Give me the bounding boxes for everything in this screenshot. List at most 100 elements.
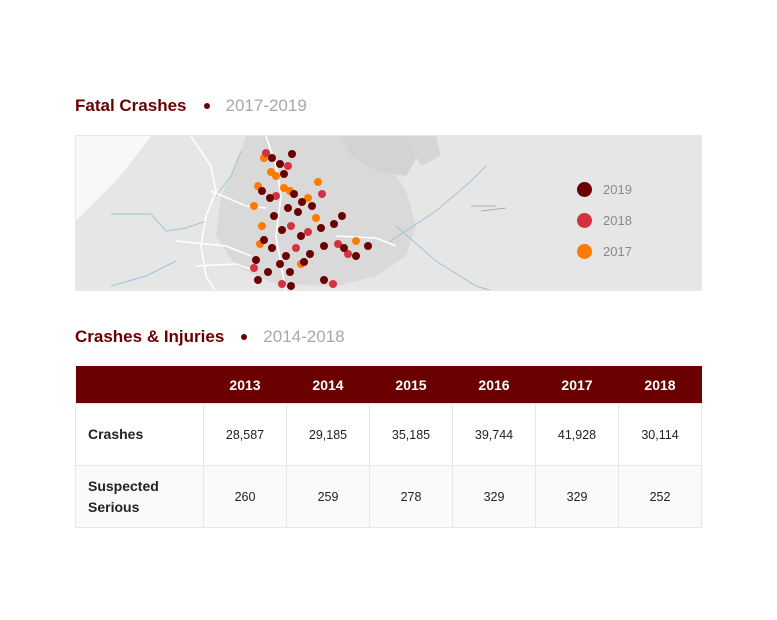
- crash-dot-2019: [264, 268, 272, 276]
- crash-dot-2018: [318, 190, 326, 198]
- map-river: [111, 213, 207, 232]
- map-river: [395, 225, 492, 290]
- legend-label: 2017: [603, 244, 632, 259]
- crash-dot-2017: [352, 237, 360, 245]
- crash-dot-2018: [287, 222, 295, 230]
- crash-dot-2018: [329, 280, 337, 288]
- crash-dot-2017: [267, 168, 275, 176]
- crash-dot-2018: [262, 149, 270, 157]
- crash-dot-2019: [252, 256, 260, 264]
- crash-dot-2019: [258, 187, 266, 195]
- table-cell: 329: [452, 465, 536, 528]
- map-land-region: [406, 136, 441, 166]
- crash-dot-2018: [304, 228, 312, 236]
- row-label-suspected-serious: Suspected Serious: [75, 465, 204, 528]
- crash-dot-2019: [266, 194, 274, 202]
- crash-dot-2019: [290, 190, 298, 198]
- crash-dot-2019: [352, 252, 360, 260]
- legend-swatch-2019: [577, 182, 592, 197]
- table-header-year: 2017: [535, 366, 619, 404]
- crash-dot-2019: [260, 236, 268, 244]
- crash-dot-2019: [330, 220, 338, 228]
- crash-dot-2019: [276, 160, 284, 168]
- fatal-crashes-range: 2017-2019: [225, 96, 307, 115]
- crash-dot-2019: [282, 252, 290, 260]
- legend-item-2019[interactable]: 2019: [577, 174, 632, 205]
- legend-swatch-2017: [577, 244, 592, 259]
- table-header-year: 2014: [286, 366, 370, 404]
- fatal-crashes-heading: Fatal Crashes 2017-2019: [75, 96, 307, 116]
- crash-dot-2017: [304, 194, 312, 202]
- map-road: [335, 235, 397, 247]
- table-header-year: 2018: [618, 366, 702, 404]
- crash-dot-2019: [297, 232, 305, 240]
- table-cell: 329: [535, 465, 619, 528]
- table-cell: 28,587: [203, 403, 287, 466]
- crash-dot-2018: [292, 244, 300, 252]
- fatal-crashes-title: Fatal Crashes: [75, 96, 187, 115]
- crash-dot-2018: [284, 162, 292, 170]
- crash-dot-2019: [298, 198, 306, 206]
- table-header-row: 2013 2014 2015 2016 2017 2018: [75, 366, 702, 404]
- crash-dot-2019: [340, 244, 348, 252]
- table-cell: 260: [203, 465, 287, 528]
- map-road: [195, 263, 257, 272]
- legend-swatch-2018: [577, 213, 592, 228]
- table-cell: 39,744: [452, 403, 536, 466]
- map-canvas: [76, 136, 507, 290]
- crash-dot-2019: [364, 242, 372, 250]
- table-cell: 41,928: [535, 403, 619, 466]
- crash-dot-2019: [280, 170, 288, 178]
- map-road: [175, 240, 252, 257]
- table-header-year: 2013: [203, 366, 287, 404]
- map-river: [110, 260, 177, 287]
- crash-dot-2019: [317, 224, 325, 232]
- crash-dot-2018: [334, 240, 342, 248]
- legend-label: 2019: [603, 182, 632, 197]
- map-land-region: [341, 136, 421, 176]
- legend-label: 2018: [603, 213, 632, 228]
- table-cell: 252: [618, 465, 702, 528]
- table-cell: 35,185: [369, 403, 453, 466]
- crash-dot-2019: [254, 276, 262, 284]
- table-row: Crashes 28,587 29,185 35,185 39,744 41,9…: [75, 403, 702, 466]
- crash-dot-2017: [258, 222, 266, 230]
- crash-dot-2017: [314, 178, 322, 186]
- crash-map[interactable]: 2019 2018 2017: [75, 135, 702, 291]
- crash-dot-2018: [344, 250, 352, 258]
- table-cell: 259: [286, 465, 370, 528]
- crash-dot-2019: [286, 268, 294, 276]
- crash-dot-2017: [250, 202, 258, 210]
- crash-dot-2019: [284, 204, 292, 212]
- crash-dot-2019: [338, 212, 346, 220]
- map-road: [210, 190, 267, 209]
- crash-dot-2019: [300, 258, 308, 266]
- table-header-corner: [75, 366, 204, 404]
- crashes-injuries-range: 2014-2018: [263, 327, 345, 346]
- legend-item-2017[interactable]: 2017: [577, 236, 632, 267]
- crash-dot-2019: [268, 244, 276, 252]
- crash-dot-2019: [294, 208, 302, 216]
- crashes-injuries-table: 2013 2014 2015 2016 2017 2018 Crashes 28…: [75, 366, 702, 528]
- legend-item-2018[interactable]: 2018: [577, 205, 632, 236]
- crash-dot-2017: [312, 214, 320, 222]
- crash-dot-2017: [280, 184, 288, 192]
- map-water-area: [76, 136, 151, 221]
- crash-dot-2019: [306, 250, 314, 258]
- crash-dot-2018: [278, 280, 286, 288]
- map-legend: 2019 2018 2017: [577, 174, 632, 267]
- map-road: [471, 205, 507, 212]
- crash-dot-2019: [270, 212, 278, 220]
- crash-dot-2019: [268, 154, 276, 162]
- table-row: Suspected Serious 260 259 278 329 329 25…: [75, 465, 702, 528]
- map-river: [385, 165, 487, 245]
- crash-dot-2019: [287, 282, 295, 290]
- crash-dot-2019: [276, 260, 284, 268]
- crash-dot-2018: [250, 264, 258, 272]
- separator-dot: [203, 103, 210, 109]
- crashes-injuries-heading: Crashes & Injuries 2014-2018: [75, 327, 345, 347]
- table-cell: 278: [369, 465, 453, 528]
- map-river: [215, 150, 242, 197]
- crashes-injuries-title: Crashes & Injuries: [75, 327, 225, 346]
- crash-dot-2019: [320, 242, 328, 250]
